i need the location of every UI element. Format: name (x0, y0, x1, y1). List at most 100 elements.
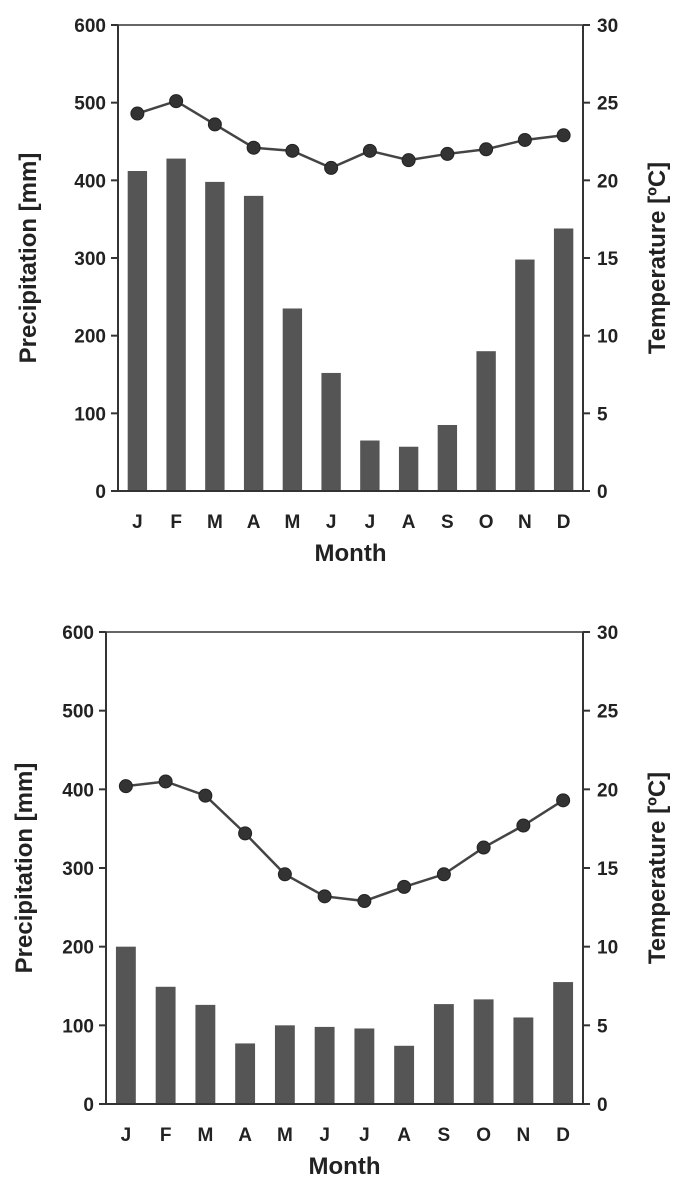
temperature-point (401, 153, 416, 168)
chart-canvas: 0 100 200 300 400 500 600 0 5 10 15 20 25 30 J F M A M J J A S… (11, 623, 671, 1180)
y2-tick-label: 5 (597, 1016, 608, 1037)
y-axis-title: Precipitation [mm] (11, 763, 38, 974)
precipitation-bar (282, 308, 303, 491)
precipitation-bar (553, 228, 574, 491)
x-tick-label: M (277, 1125, 293, 1146)
y-tick-label: 600 (74, 16, 106, 37)
y2-tick-label: 25 (597, 702, 619, 723)
temperature-point (246, 140, 261, 155)
temperature-point (238, 826, 253, 841)
temperature-point (118, 779, 133, 794)
y2-tick-label: 10 (597, 327, 618, 348)
y-tick-label: 100 (74, 404, 106, 425)
y2-tick-label: 0 (597, 482, 608, 503)
x-tick-label: N (517, 1125, 531, 1146)
temperature-line (125, 780, 564, 903)
precipitation-bar (155, 986, 176, 1104)
temperature-point (556, 128, 571, 143)
precipitation-bar (274, 1025, 295, 1104)
y2-axis-title: Temperature [ºC] (644, 772, 671, 964)
temperature-point (285, 143, 300, 158)
x-tick-label: A (397, 1125, 411, 1146)
precipitation-bar (476, 351, 496, 491)
x-tick-label: J (121, 1125, 132, 1146)
temperature-point (397, 879, 412, 894)
x-tick-label: D (556, 1125, 570, 1146)
precipitation-bar (166, 158, 186, 491)
precipitation-bar (513, 1017, 534, 1104)
temperature-line (136, 99, 564, 170)
temperature-point (158, 774, 173, 789)
y-tick-label: 500 (62, 702, 94, 723)
y-tick-label: 500 (74, 94, 106, 115)
x-tick-label: A (238, 1125, 252, 1146)
x-tick-label: J (365, 512, 376, 533)
y-tick-label: 400 (74, 171, 106, 192)
temperature-point (476, 840, 491, 855)
x-tick-label: J (326, 512, 337, 533)
precipitation-bar (243, 195, 264, 491)
temperature-point (516, 818, 531, 833)
y-tick-label: 200 (62, 938, 94, 959)
y2-tick-label: 15 (597, 859, 619, 880)
precipitation-bar (235, 1043, 256, 1104)
x-tick-label: F (160, 1125, 172, 1146)
y-tick-label: 300 (74, 249, 106, 270)
x-tick-label: M (197, 1125, 213, 1146)
x-axis-title: Month (315, 540, 387, 567)
precipitation-bar (553, 982, 574, 1104)
y-tick-label: 400 (62, 780, 94, 801)
y-tick-label: 600 (62, 623, 94, 644)
temperature-point (517, 132, 532, 147)
y2-tick-label: 20 (597, 171, 618, 192)
y-tick-label: 0 (83, 1095, 94, 1116)
temperature-point (357, 894, 372, 909)
y2-tick-label: 15 (597, 249, 619, 270)
temperature-point (440, 146, 455, 161)
x-tick-label: S (438, 1125, 451, 1146)
y2-tick-label: 20 (597, 780, 618, 801)
x-tick-label: J (132, 512, 143, 533)
precipitation-bar (321, 372, 341, 491)
y2-tick-label: 5 (597, 404, 608, 425)
y-tick-label: 0 (95, 482, 106, 503)
temperature-point (317, 889, 332, 904)
y2-tick-label: 25 (597, 94, 619, 115)
precipitation-bar (360, 440, 380, 491)
precipitation-bar (398, 446, 419, 491)
x-tick-label: F (170, 512, 182, 533)
x-tick-label: A (247, 512, 261, 533)
x-tick-label: O (476, 1125, 491, 1146)
x-tick-label: N (518, 512, 532, 533)
temperature-point (207, 117, 222, 132)
temperature-point (436, 867, 451, 882)
x-tick-label: O (479, 512, 494, 533)
precipitation-bar (127, 171, 148, 491)
y2-tick-label: 10 (597, 938, 618, 959)
x-tick-label: M (207, 512, 223, 533)
temperature-point (169, 94, 184, 109)
temperature-point (324, 160, 339, 175)
x-tick-label: M (284, 512, 300, 533)
temperature-point (277, 867, 292, 882)
x-tick-label: A (402, 512, 416, 533)
x-tick-label: J (319, 1125, 330, 1146)
y2-axis-title: Temperature [ºC] (644, 162, 671, 354)
y-tick-label: 100 (62, 1016, 94, 1037)
y2-tick-label: 0 (597, 1095, 608, 1116)
precipitation-bar (515, 259, 535, 491)
temperature-point (130, 106, 145, 121)
y2-tick-label: 30 (597, 16, 618, 37)
precipitation-bar (195, 1004, 216, 1104)
temperature-point (556, 793, 571, 808)
climate-chart-bottom: 0 100 200 300 400 500 600 0 5 10 15 20 25 30 J F M A M J J A S… (0, 605, 674, 1189)
y2-tick-label: 30 (597, 623, 618, 644)
temperature-point (198, 788, 213, 803)
temperature-point (362, 143, 377, 158)
precipitation-bar (394, 1045, 415, 1104)
x-axis-title: Month (309, 1153, 381, 1180)
x-tick-label: J (359, 1125, 370, 1146)
precipitation-bar (437, 424, 458, 491)
y-tick-label: 300 (62, 859, 94, 880)
precipitation-bar (314, 1026, 335, 1104)
